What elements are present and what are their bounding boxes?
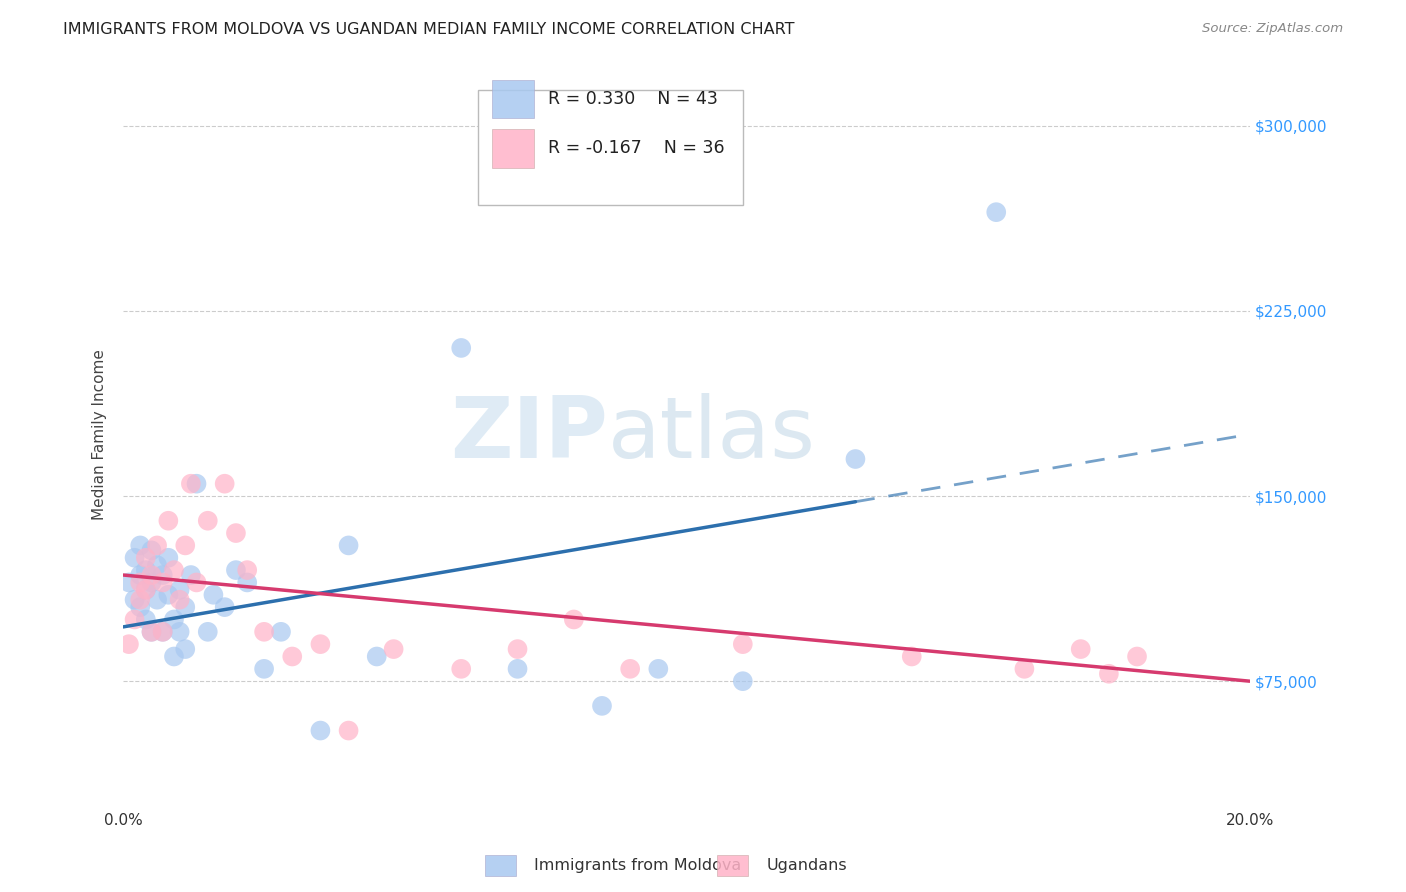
Text: ZIP: ZIP (450, 392, 607, 475)
Point (141, 624, 163, 639)
Point (174, 538, 197, 552)
Point (152, 568, 174, 582)
Point (141, 575, 163, 590)
Point (253, 624, 276, 639)
Point (236, 563, 259, 577)
Point (1070, 642, 1092, 657)
Point (337, 723, 360, 738)
Text: Immigrants from Moldova: Immigrants from Moldova (534, 858, 741, 872)
Y-axis label: Median Family Income: Median Family Income (93, 349, 107, 520)
Point (157, 588, 180, 602)
Point (157, 550, 180, 565)
Point (141, 624, 163, 639)
Text: Source: ZipAtlas.com: Source: ZipAtlas.com (1202, 22, 1343, 36)
Point (619, 662, 641, 676)
Point (152, 624, 174, 639)
Point (129, 538, 152, 552)
Point (309, 723, 332, 738)
Text: atlas: atlas (607, 392, 815, 475)
Point (281, 649, 304, 664)
Point (180, 476, 202, 491)
Point (129, 592, 152, 607)
Point (214, 476, 236, 491)
Point (129, 600, 152, 615)
FancyBboxPatch shape (492, 79, 534, 118)
Point (141, 543, 163, 558)
Point (214, 600, 236, 615)
Point (146, 538, 169, 552)
Point (506, 662, 529, 676)
Point (124, 550, 146, 565)
Point (186, 575, 208, 590)
Text: Ugandans: Ugandans (766, 858, 846, 872)
Point (270, 624, 292, 639)
Point (647, 662, 669, 676)
Point (1126, 649, 1149, 664)
Point (180, 568, 202, 582)
Text: R = -0.167    N = 36: R = -0.167 N = 36 (548, 139, 724, 158)
Point (591, 698, 613, 713)
Point (236, 575, 259, 590)
Point (986, 205, 1008, 219)
Point (141, 568, 163, 582)
Point (163, 612, 186, 626)
Point (157, 514, 180, 528)
Point (174, 642, 197, 657)
Point (135, 550, 157, 565)
Point (124, 612, 146, 626)
Point (135, 612, 157, 626)
Point (731, 674, 754, 689)
FancyBboxPatch shape (492, 129, 534, 168)
Point (146, 592, 169, 607)
Point (253, 662, 276, 676)
Point (118, 637, 141, 651)
Point (366, 649, 388, 664)
FancyBboxPatch shape (478, 90, 742, 205)
Point (169, 624, 191, 639)
Point (152, 575, 174, 590)
Point (169, 592, 191, 607)
Point (309, 637, 332, 651)
Point (197, 624, 219, 639)
Point (450, 341, 472, 355)
Text: R = 0.330    N = 43: R = 0.330 N = 43 (548, 90, 718, 108)
Point (731, 637, 754, 651)
Point (129, 568, 152, 582)
Point (163, 563, 186, 577)
Point (118, 575, 141, 590)
Point (135, 582, 157, 597)
Point (506, 642, 529, 657)
Point (169, 582, 191, 597)
Point (844, 452, 866, 467)
Text: IMMIGRANTS FROM MOLDOVA VS UGANDAN MEDIAN FAMILY INCOME CORRELATION CHART: IMMIGRANTS FROM MOLDOVA VS UGANDAN MEDIA… (63, 22, 794, 37)
Point (152, 624, 174, 639)
Point (135, 563, 157, 577)
Point (225, 526, 247, 541)
Point (135, 582, 157, 597)
Point (1014, 662, 1036, 676)
Point (562, 612, 585, 626)
Point (202, 588, 225, 602)
Point (163, 649, 186, 664)
Point (197, 514, 219, 528)
Point (1098, 666, 1121, 681)
Point (337, 538, 360, 552)
Point (900, 649, 922, 664)
Point (382, 642, 405, 657)
Point (186, 476, 208, 491)
Point (450, 662, 472, 676)
Point (174, 600, 197, 615)
Point (146, 558, 169, 573)
Point (124, 592, 146, 607)
Point (225, 563, 247, 577)
Point (129, 575, 152, 590)
